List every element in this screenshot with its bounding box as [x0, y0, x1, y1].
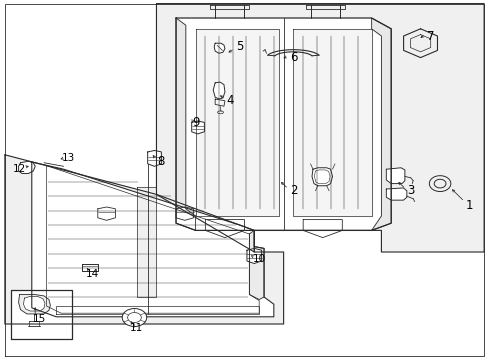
Text: 13: 13	[61, 153, 75, 163]
Text: 5: 5	[235, 40, 243, 53]
Polygon shape	[11, 290, 72, 339]
Polygon shape	[5, 155, 283, 324]
Text: 3: 3	[406, 184, 414, 197]
Text: 7: 7	[426, 30, 433, 42]
Polygon shape	[23, 297, 45, 311]
Polygon shape	[386, 168, 404, 184]
Polygon shape	[246, 248, 261, 264]
Polygon shape	[19, 161, 35, 174]
Text: 4: 4	[225, 94, 233, 107]
Text: 8: 8	[157, 156, 165, 168]
Polygon shape	[176, 18, 390, 230]
Polygon shape	[213, 82, 224, 99]
Polygon shape	[191, 121, 204, 134]
Polygon shape	[147, 150, 161, 166]
Polygon shape	[19, 294, 50, 314]
Polygon shape	[156, 4, 483, 252]
Circle shape	[122, 309, 146, 327]
Text: 6: 6	[289, 51, 297, 64]
Polygon shape	[176, 18, 195, 230]
Polygon shape	[32, 162, 273, 317]
Polygon shape	[386, 188, 406, 200]
Polygon shape	[371, 18, 390, 230]
Polygon shape	[311, 168, 332, 186]
Polygon shape	[137, 187, 156, 297]
Text: 15: 15	[32, 314, 46, 324]
Text: 12: 12	[13, 164, 26, 174]
Text: 2: 2	[289, 184, 297, 197]
Polygon shape	[249, 230, 264, 300]
Polygon shape	[82, 264, 98, 271]
Polygon shape	[293, 29, 371, 216]
Text: 9: 9	[191, 116, 199, 129]
Text: 14: 14	[86, 269, 100, 279]
Polygon shape	[214, 43, 224, 53]
Polygon shape	[176, 207, 193, 220]
Text: 1: 1	[465, 199, 472, 212]
Polygon shape	[195, 29, 278, 216]
Text: 11: 11	[130, 323, 143, 333]
Text: 10: 10	[252, 254, 265, 264]
Polygon shape	[98, 207, 115, 220]
